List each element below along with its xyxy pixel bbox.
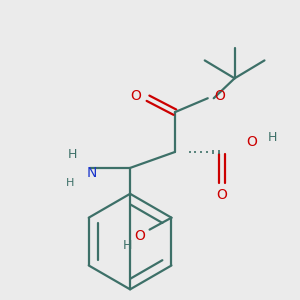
Text: O: O <box>214 89 225 103</box>
Text: H: H <box>66 178 75 188</box>
Text: O: O <box>130 89 142 103</box>
Text: H: H <box>68 148 77 161</box>
Text: O: O <box>134 229 145 243</box>
Text: H: H <box>268 130 277 144</box>
Text: H: H <box>123 239 132 252</box>
Text: O: O <box>246 135 257 149</box>
Text: N: N <box>87 166 98 180</box>
Text: O: O <box>216 188 227 202</box>
